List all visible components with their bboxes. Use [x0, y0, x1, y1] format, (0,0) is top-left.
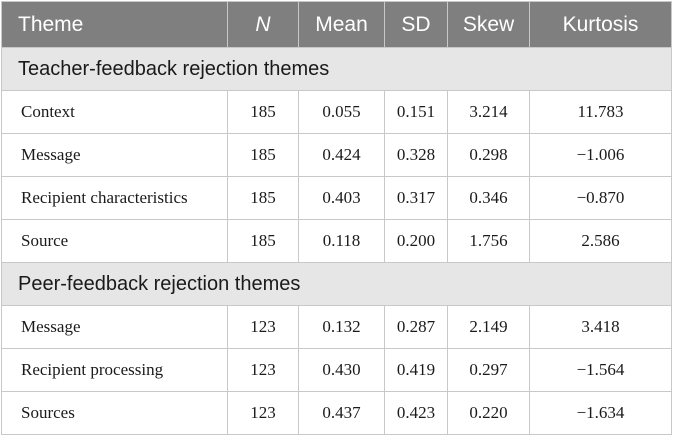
cell-kurtosis: 3.418	[529, 305, 672, 349]
cell-skew: 0.298	[447, 133, 530, 177]
header-n: N	[227, 1, 299, 48]
table-row: Message 185 0.424 0.328 0.298 −1.006	[1, 133, 672, 177]
cell-kurtosis: 11.783	[529, 90, 672, 134]
cell-kurtosis: −0.870	[529, 176, 672, 220]
cell-sd: 0.151	[384, 90, 448, 134]
header-sd: SD	[384, 1, 448, 48]
cell-mean: 0.424	[298, 133, 385, 177]
table-row: Sources 123 0.437 0.423 0.220 −1.634	[1, 391, 672, 435]
cell-mean: 0.437	[298, 391, 385, 435]
table-row: Recipient characteristics 185 0.403 0.31…	[1, 176, 672, 220]
section-header-teacher: Teacher-feedback rejection themes	[1, 47, 672, 91]
header-mean: Mean	[298, 1, 385, 48]
header-skew: Skew	[447, 1, 530, 48]
cell-mean: 0.055	[298, 90, 385, 134]
cell-sd: 0.328	[384, 133, 448, 177]
cell-theme: Message	[1, 133, 228, 177]
cell-theme: Message	[1, 305, 228, 349]
cell-kurtosis: 2.586	[529, 219, 672, 263]
cell-n: 185	[227, 133, 299, 177]
section-title: Teacher-feedback rejection themes	[1, 47, 672, 91]
cell-sd: 0.423	[384, 391, 448, 435]
section-header-peer: Peer-feedback rejection themes	[1, 262, 672, 306]
cell-sd: 0.200	[384, 219, 448, 263]
cell-skew: 1.756	[447, 219, 530, 263]
cell-kurtosis: −1.634	[529, 391, 672, 435]
table-row: Recipient processing 123 0.430 0.419 0.2…	[1, 348, 672, 392]
cell-sd: 0.287	[384, 305, 448, 349]
cell-n: 123	[227, 305, 299, 349]
cell-theme: Recipient processing	[1, 348, 228, 392]
table-row: Source 185 0.118 0.200 1.756 2.586	[1, 219, 672, 263]
cell-n: 185	[227, 219, 299, 263]
cell-sd: 0.419	[384, 348, 448, 392]
cell-theme: Source	[1, 219, 228, 263]
descriptive-stats-table: Theme N Mean SD Skew Kurtosis Teacher-fe…	[1, 1, 672, 435]
cell-theme: Sources	[1, 391, 228, 435]
cell-skew: 0.297	[447, 348, 530, 392]
section-title: Peer-feedback rejection themes	[1, 262, 672, 306]
cell-kurtosis: −1.006	[529, 133, 672, 177]
cell-skew: 0.346	[447, 176, 530, 220]
cell-n: 185	[227, 90, 299, 134]
header-theme: Theme	[1, 1, 228, 48]
cell-sd: 0.317	[384, 176, 448, 220]
header-kurtosis: Kurtosis	[529, 1, 672, 48]
cell-theme: Recipient characteristics	[1, 176, 228, 220]
cell-theme: Context	[1, 90, 228, 134]
cell-mean: 0.430	[298, 348, 385, 392]
cell-mean: 0.132	[298, 305, 385, 349]
cell-skew: 2.149	[447, 305, 530, 349]
cell-skew: 0.220	[447, 391, 530, 435]
cell-kurtosis: −1.564	[529, 348, 672, 392]
table-row: Context 185 0.055 0.151 3.214 11.783	[1, 90, 672, 134]
cell-n: 123	[227, 348, 299, 392]
cell-n: 123	[227, 391, 299, 435]
table-row: Message 123 0.132 0.287 2.149 3.418	[1, 305, 672, 349]
cell-mean: 0.118	[298, 219, 385, 263]
header-row: Theme N Mean SD Skew Kurtosis	[1, 1, 672, 48]
cell-skew: 3.214	[447, 90, 530, 134]
cell-n: 185	[227, 176, 299, 220]
cell-mean: 0.403	[298, 176, 385, 220]
